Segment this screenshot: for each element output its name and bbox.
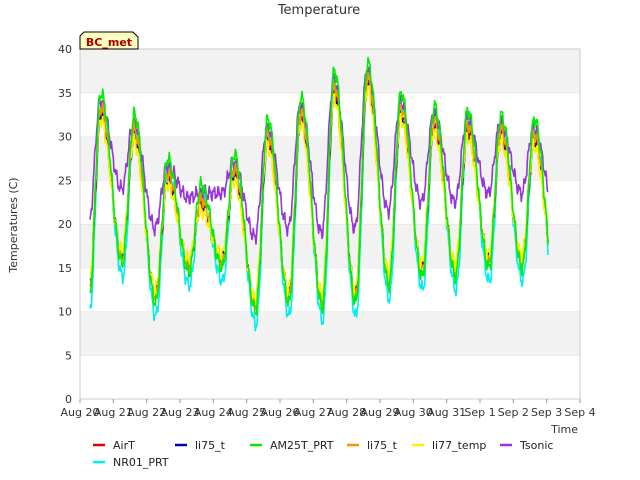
x-tick-label: Aug 24 [194,406,233,419]
x-tick-label: Aug 30 [394,406,433,419]
x-tick-label: Aug 22 [127,406,166,419]
x-tick-label: Aug 21 [94,406,133,419]
y-tick-label: 20 [58,218,72,231]
grid-band [80,180,580,224]
legend-label: AM25T_PRT [270,439,334,452]
y-tick-label: 25 [58,174,72,187]
legend-label: li75_t [195,439,226,452]
badge-label: BC_met [86,36,132,49]
x-tick-label: Aug 20 [61,406,100,419]
y-tick-label: 5 [65,349,72,362]
chart-title: Temperature [277,3,360,18]
x-axis-label: Time [550,423,578,436]
x-tick-label: Sep 3 [531,406,562,419]
x-tick-label: Aug 28 [327,406,366,419]
y-axis-ticks: 0 5 10 15 20 25 30 35 40 [58,43,72,406]
y-tick-label: 30 [58,131,72,144]
legend-label: AirT [113,439,135,452]
grid-band [80,355,580,399]
plot-frame [79,48,581,400]
x-tick-label: Sep 4 [564,406,595,419]
y-axis-label: Temperatures (C) [7,177,20,273]
series-line-li77-temp [89,85,549,306]
grid-band [80,49,580,93]
x-tick-label: Aug 29 [361,406,400,419]
badge-shape [79,31,139,50]
y-tick-label: 0 [65,393,72,406]
y-tick-label: 10 [58,306,72,319]
legend-label: Tsonic [519,439,553,452]
legend-label: li77_temp [432,439,486,452]
series-line-am25t-prt [89,56,549,316]
x-tick-label: Sep 1 [464,406,495,419]
legend-label: li75_t [367,439,398,452]
x-tick-label: Aug 31 [427,406,466,419]
legend-label: NR01_PRT [113,456,169,469]
y-tick-label: 40 [58,43,72,56]
y-tick-label: 15 [58,262,72,275]
x-tick-label: Aug 23 [161,406,200,419]
legend: AirT li75_t AM25T_PRT li75_t li77_temp Tsonic… [93,439,553,469]
x-tick-label: Aug 25 [227,406,266,419]
x-tick-label: Aug 27 [294,406,333,419]
x-tick-label: Sep 2 [498,406,529,419]
series-layer [89,56,549,332]
grid-band [80,311,580,356]
grid-band [80,267,580,312]
y-tick-label: 35 [58,87,72,100]
station-badge: BC_met [79,31,139,50]
x-tick-label: Aug 26 [261,406,300,419]
